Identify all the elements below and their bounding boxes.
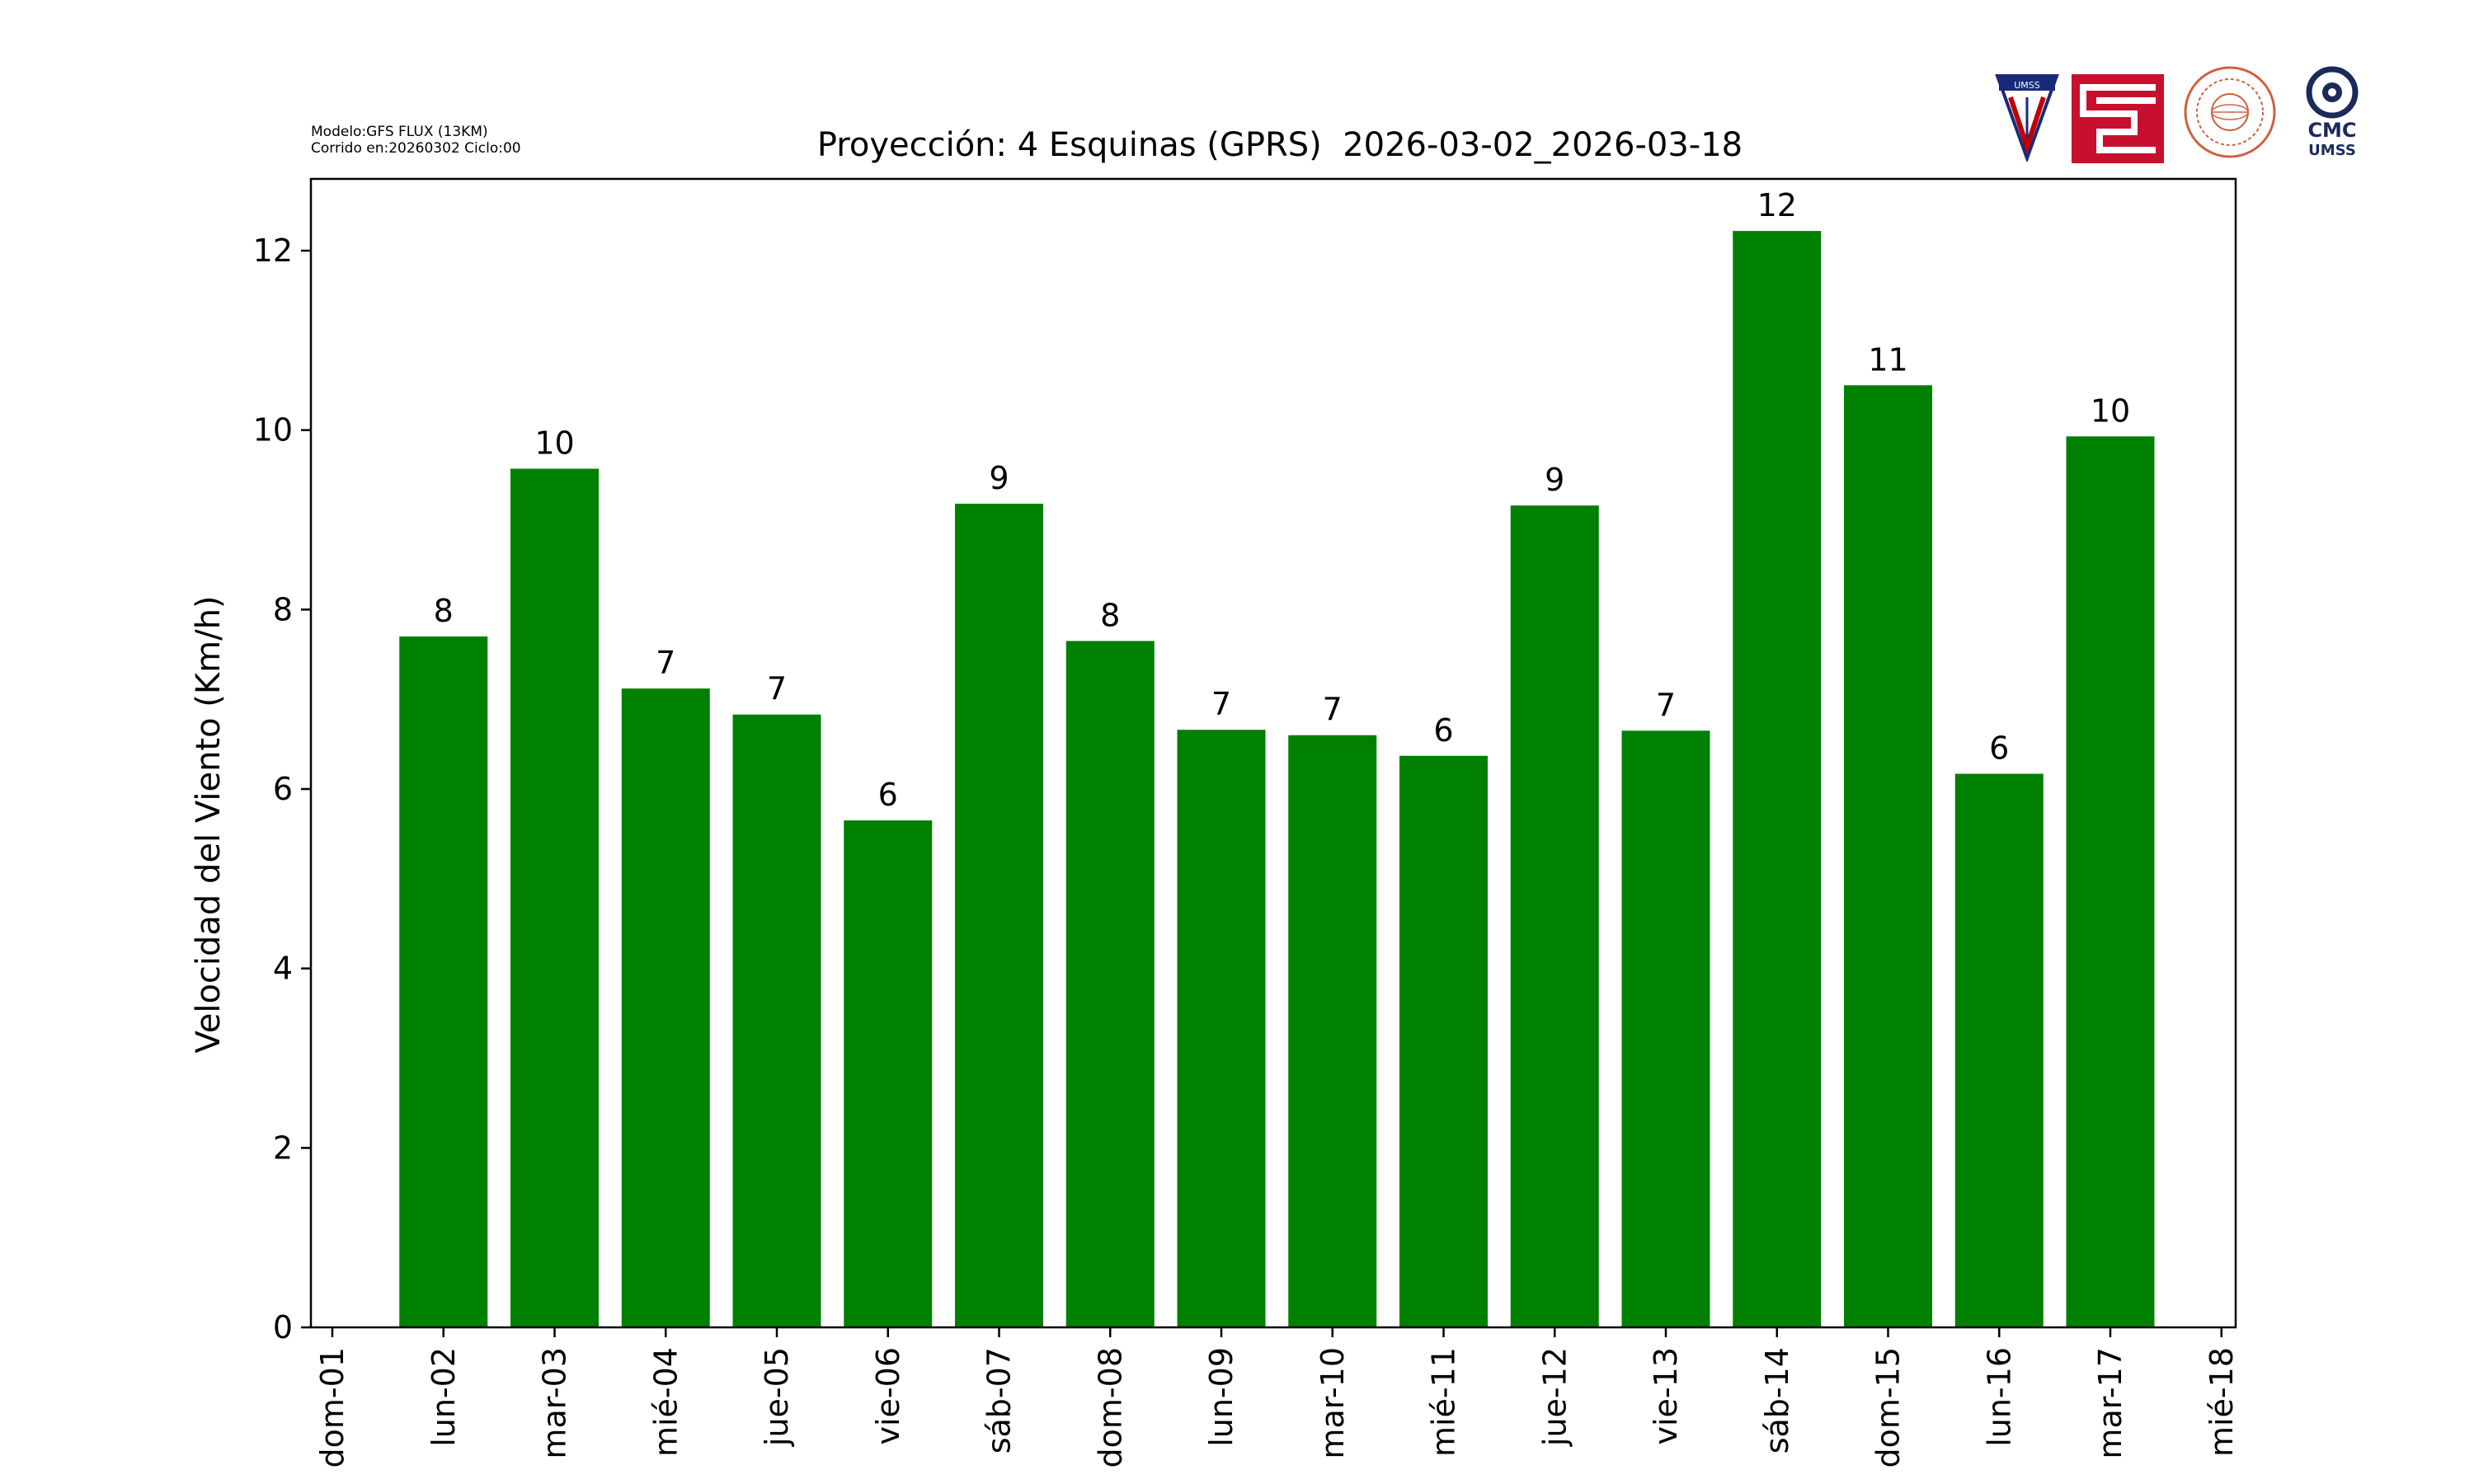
bar-data-label: 10 [2091, 392, 2130, 429]
x-axis: dom-01 lun-02 mar-03 mié-04 jue-05 vie-06 sáb-… [314, 1327, 2240, 1468]
bar-dom-15 [1844, 385, 1932, 1327]
x-tick-label: jue-05 [759, 1347, 795, 1447]
x-tick-label: sáb-07 [981, 1347, 1018, 1453]
y-tick-label: 2 [273, 1129, 293, 1166]
bar-data-label: 7 [656, 645, 675, 681]
y-tick-label: 10 [253, 412, 293, 448]
bar-sáb-07 [955, 503, 1043, 1327]
bar-data-label: 11 [1868, 341, 1907, 378]
bar-vie-06 [844, 820, 933, 1327]
x-tick-label: lun-09 [1203, 1347, 1239, 1447]
bar-sáb-14 [1733, 231, 1822, 1327]
bar-lun-09 [1177, 730, 1266, 1327]
bar-data-label: 8 [1100, 597, 1120, 633]
bar-data-label: 6 [1989, 730, 2009, 767]
y-axis: 0 2 4 6 8 10 12 [253, 232, 311, 1345]
x-tick-label: dom-15 [1870, 1347, 1907, 1468]
run-info-text: Corrido en:20260302 Ciclo:00 [311, 140, 521, 157]
bar-lun-16 [1954, 773, 2044, 1327]
x-tick-label: vie-06 [870, 1347, 906, 1445]
y-tick-label: 0 [273, 1309, 293, 1345]
x-tick-label: dom-08 [1092, 1347, 1128, 1468]
bar-labels-group: 8 10 7 7 6 9 8 7 7 6 9 7 12 11 6 10 [434, 187, 2131, 813]
x-tick-label: mié-04 [647, 1347, 684, 1457]
bar-mié-11 [1399, 755, 1488, 1327]
bar-data-label: 7 [1323, 692, 1343, 728]
bar-data-label: 9 [989, 460, 1009, 496]
bar-data-label: 8 [434, 593, 454, 629]
x-tick-label: mar-03 [537, 1347, 573, 1459]
x-tick-label: mar-17 [2092, 1347, 2128, 1459]
bar-data-label: 7 [1656, 687, 1676, 723]
bar-vie-13 [1621, 730, 1710, 1327]
bar-mié-04 [621, 688, 710, 1327]
bar-data-label: 6 [878, 777, 898, 813]
bar-data-label: 7 [1211, 686, 1231, 722]
bars-group [399, 231, 2155, 1328]
bar-lun-02 [399, 636, 488, 1327]
red-maze-logo [2072, 74, 2164, 163]
bar-jue-05 [732, 714, 821, 1327]
bar-jue-12 [1510, 505, 1599, 1327]
bar-dom-08 [1065, 641, 1155, 1327]
y-tick-label: 8 [273, 591, 293, 627]
x-tick-label: vie-13 [1648, 1347, 1684, 1445]
x-tick-label: dom-01 [314, 1347, 350, 1468]
x-tick-label: mié-11 [1426, 1347, 1462, 1457]
bar-mar-03 [510, 468, 599, 1327]
y-axis-label: Velocidad del Viento (Km/h) [190, 595, 228, 1053]
seal-logo [2184, 66, 2276, 158]
bar-mar-17 [2066, 436, 2155, 1328]
bar-data-label: 12 [1757, 187, 1797, 223]
cmc-umss-logo: CMC UMSS [2306, 66, 2359, 159]
chart-title: Proyección: 4 Esquinas (GPRS) 2026-03-02… [817, 126, 1743, 164]
bar-data-label: 7 [767, 671, 787, 707]
umss-logo-subtext: UMSS [2308, 142, 2356, 159]
cmc-logo-text: CMC [2307, 119, 2356, 142]
x-tick-label: sáb-14 [1759, 1347, 1795, 1453]
y-tick-label: 4 [273, 951, 293, 987]
bar-data-label: 10 [534, 425, 574, 462]
bar-data-label: 6 [1433, 712, 1453, 749]
bar-data-label: 9 [1545, 462, 1564, 498]
plot-area-frame [309, 177, 2237, 1329]
bar-mar-10 [1288, 735, 1377, 1327]
model-info-text: Modelo:GFS FLUX (13KM) [311, 124, 488, 140]
y-tick-label: 6 [273, 771, 293, 807]
x-tick-label: lun-16 [1981, 1347, 2017, 1447]
x-tick-label: lun-02 [426, 1347, 462, 1447]
x-tick-label: jue-12 [1536, 1347, 1573, 1447]
y-tick-label: 12 [253, 232, 293, 269]
umss-logo-text: UMSS [2014, 80, 2040, 91]
x-tick-label: mar-10 [1315, 1347, 1351, 1459]
x-tick-label: mié-18 [2204, 1347, 2240, 1457]
umss-shield-logo: UMSS [1995, 74, 2059, 162]
